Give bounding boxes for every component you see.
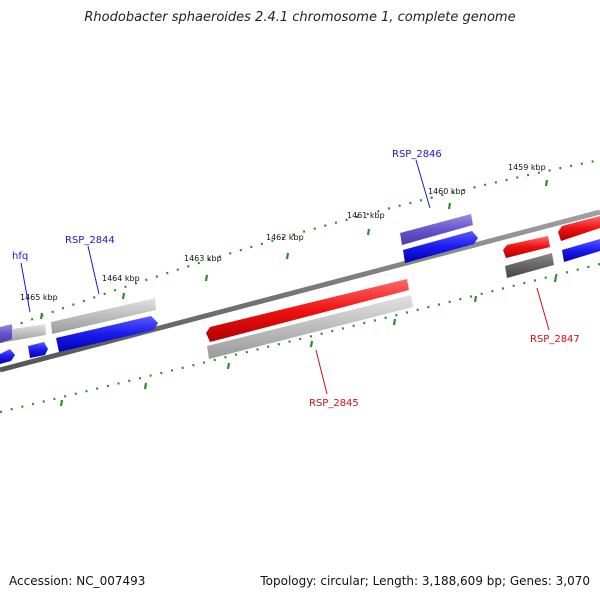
- chromosome-backbone: [0, 209, 600, 373]
- map-title: Rhodobacter sphaeroides 2.4.1 chromosome…: [84, 10, 516, 25]
- genome-stats-text: Topology: circular; Length: 3,188,609 bp…: [260, 574, 590, 588]
- gene-label-rsp2844: RSP_2844: [65, 235, 115, 246]
- cds-bar: [505, 253, 554, 278]
- inner-tick-track: [0, 262, 600, 414]
- gene-label-rsp2846: RSP_2846: [392, 149, 442, 160]
- leader-line-rsp2845: [315, 349, 328, 395]
- gene-leader-lines: [20, 159, 550, 395]
- gene-arrow-forward: [562, 239, 600, 262]
- gene-label-rsp2847: RSP_2847: [530, 334, 580, 345]
- gene-arrow-forward: [56, 316, 158, 352]
- kbp-label-1459: 1459 kbp: [508, 163, 546, 172]
- outer-tick-track: [0, 158, 600, 333]
- gene-features: [0, 216, 600, 364]
- cds-bar: [0, 324, 12, 343]
- gene-label-rsp2845: RSP_2845: [309, 398, 359, 409]
- kbp-label-1461: 1461 kbp: [347, 211, 385, 220]
- gene-arrow-reverse: [558, 216, 600, 241]
- kbp-label-1460: 1460 kbp: [428, 187, 466, 196]
- cds-features: [0, 214, 554, 359]
- kbp-label-1465: 1465 kbp: [20, 293, 58, 302]
- gene-label-hfq: hfq: [12, 251, 28, 262]
- leader-line-hfq: [20, 262, 31, 313]
- kbp-label-1464: 1464 kbp: [102, 274, 140, 283]
- leader-line-rsp2846: [415, 159, 431, 209]
- accession-text: Accession: NC_007493: [9, 574, 146, 588]
- gene-arrow-forward: [28, 342, 48, 358]
- gene-arrow-forward: [403, 231, 478, 263]
- kbp-label-1463: 1463 kbp: [184, 254, 222, 263]
- kbp-major-ticks: [39, 179, 549, 320]
- gene-arrow-forward: [0, 349, 15, 364]
- kbp-labels: 1459 kbp 1460 kbp 1461 kbp 1462 kbp 1463…: [20, 163, 546, 302]
- leader-line-rsp2844: [87, 245, 100, 295]
- cds-bar: [207, 295, 413, 359]
- gene-labels: hfq RSP_2844 RSP_2846 RSP_2845 RSP_2847: [12, 149, 580, 409]
- kbp-label-1462: 1462 kbp: [266, 233, 304, 242]
- inner-major-ticks: [59, 275, 558, 407]
- leader-line-rsp2847: [536, 287, 550, 331]
- cds-bar: [400, 214, 473, 245]
- cds-bar: [51, 298, 156, 334]
- gene-arrow-reverse: [503, 236, 550, 258]
- gene-arrow-reverse: [206, 279, 409, 342]
